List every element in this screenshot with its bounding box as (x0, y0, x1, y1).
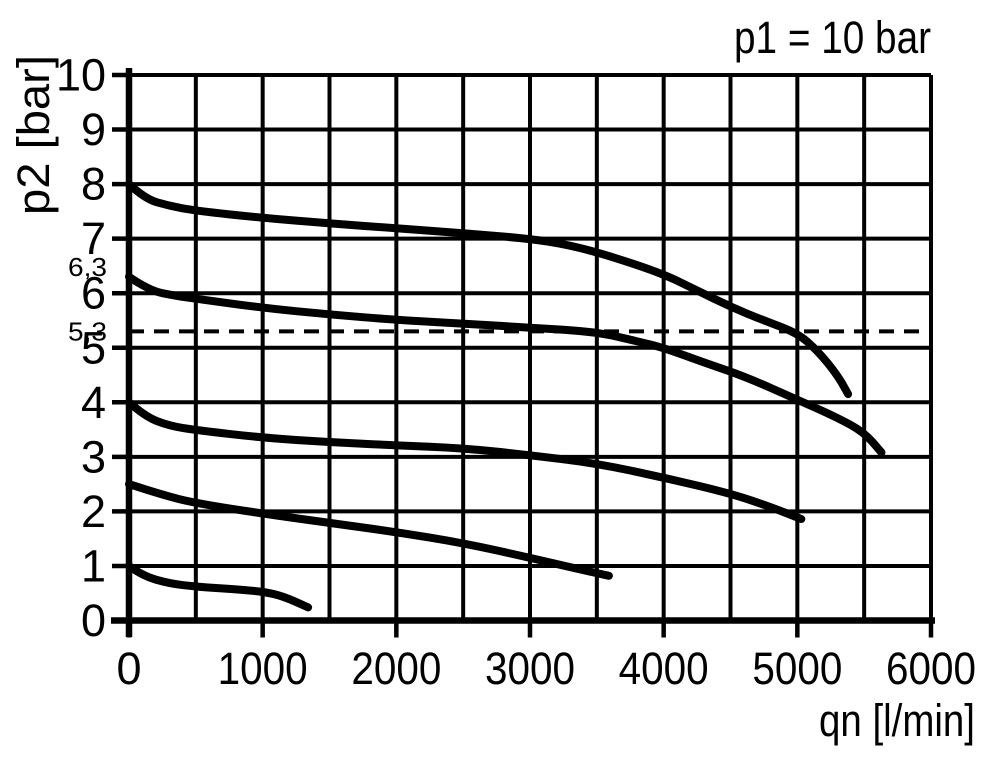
flow-curve-2 (125, 398, 806, 523)
y-tick-label-7: 7 (81, 213, 106, 264)
axis-layer (111, 68, 935, 638)
flow-curve-3 (125, 480, 613, 580)
y-extra-label-6,3: 6,3 (68, 252, 107, 282)
y-axis-label: p2 [bar] (8, 55, 59, 215)
x-tick-label-1000: 1000 (218, 643, 308, 694)
y-tick-label-8: 8 (81, 159, 106, 210)
flow-curve-1 (125, 272, 886, 457)
y-tick-label-9: 9 (81, 104, 106, 155)
y-tick-label-5: 5 (81, 322, 106, 373)
x-tick-label-6000: 6000 (886, 643, 976, 694)
curve-layer (125, 180, 886, 612)
x-tick-label-0: 0 (116, 643, 141, 694)
x-tick-label-3000: 3000 (485, 643, 575, 694)
y-tick-label-1: 1 (81, 540, 106, 591)
y-tick-label-10: 10 (56, 50, 106, 101)
x-axis-label: qn [l/min] (819, 695, 975, 746)
flow-curve-0 (125, 180, 853, 399)
y-tick-label-4: 4 (81, 377, 106, 428)
y-tick-label-3: 3 (81, 431, 106, 482)
chart-title: p1 = 10 bar (734, 12, 931, 63)
y-extra-label-5,3: 5,3 (68, 316, 107, 346)
x-tick-label-5000: 5000 (752, 643, 842, 694)
x-tick-label-2000: 2000 (351, 643, 441, 694)
y-tick-label-2: 2 (81, 486, 106, 537)
flow-curve-4 (125, 562, 313, 612)
x-tick-label-4000: 4000 (619, 643, 709, 694)
y-tick-label-6: 6 (81, 268, 106, 319)
y-tick-label-0: 0 (81, 595, 106, 646)
